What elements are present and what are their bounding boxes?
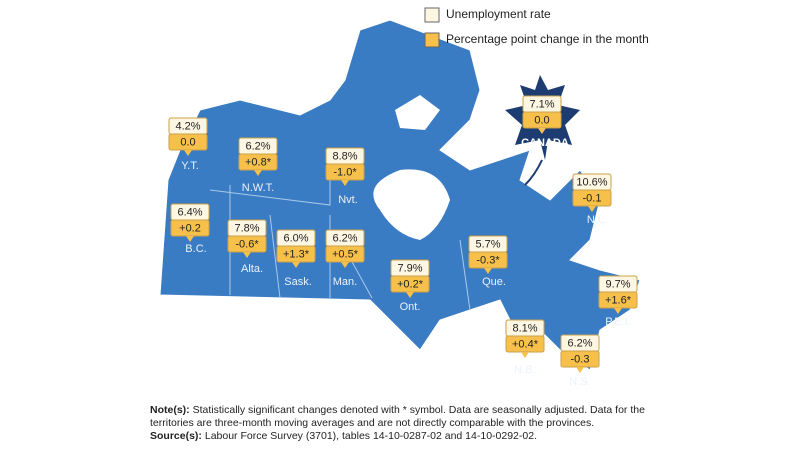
region-label: Que. bbox=[482, 276, 506, 288]
pointer bbox=[186, 236, 194, 242]
pointer bbox=[484, 268, 492, 274]
canada-shape bbox=[159, 19, 641, 371]
region-label: Y.T. bbox=[181, 160, 199, 172]
source-label: Source(s): bbox=[150, 430, 202, 442]
region-label: N.W.T. bbox=[242, 182, 274, 194]
region-label: B.C. bbox=[185, 243, 206, 255]
legend-swatch bbox=[424, 7, 440, 23]
legend-label: Unemployment rate bbox=[446, 7, 551, 21]
change: +1.6* bbox=[605, 294, 632, 306]
change: -0.6* bbox=[235, 238, 259, 250]
rate: 6.2% bbox=[567, 337, 592, 349]
change: -0.3 bbox=[571, 353, 590, 365]
rate: 10.6% bbox=[576, 176, 607, 188]
rate: 6.2% bbox=[332, 232, 357, 244]
pointer bbox=[184, 150, 192, 156]
change: +0.8* bbox=[245, 156, 272, 168]
pointer bbox=[576, 367, 584, 373]
rate: 7.8% bbox=[234, 222, 259, 234]
change: +0.5* bbox=[332, 248, 359, 260]
region-label: N.S. bbox=[569, 376, 590, 388]
change: +0.4* bbox=[512, 338, 539, 350]
legend-label: Percentage point change in the month bbox=[446, 32, 649, 46]
pointer bbox=[614, 308, 622, 314]
region-label: N.B. bbox=[514, 364, 535, 376]
rate: 6.0% bbox=[283, 232, 308, 244]
rate: 7.1% bbox=[529, 98, 554, 110]
pointer bbox=[292, 262, 300, 268]
change: +0.2 bbox=[179, 222, 201, 234]
region-label: N.L. bbox=[587, 214, 607, 226]
pointer bbox=[341, 262, 349, 268]
region-label: Ont. bbox=[400, 301, 421, 313]
notes: Note(s): Statistically significant chang… bbox=[150, 404, 650, 443]
pointer bbox=[588, 206, 596, 212]
change: 0.0 bbox=[180, 136, 195, 148]
canada-label: CANADA bbox=[521, 137, 569, 149]
rate: 5.7% bbox=[475, 238, 500, 250]
rate: 8.8% bbox=[332, 150, 357, 162]
rate: 7.9% bbox=[397, 262, 422, 274]
rate: 8.1% bbox=[512, 322, 537, 334]
map: Unemployment rate Percentage point chang… bbox=[159, 7, 649, 388]
pointer bbox=[521, 352, 529, 358]
note: Note(s): Statistically significant chang… bbox=[150, 404, 650, 430]
region-label: Alta. bbox=[241, 263, 263, 275]
pointer bbox=[406, 292, 414, 298]
change: -1.0* bbox=[333, 166, 357, 178]
region-label: Nvt. bbox=[338, 194, 358, 206]
pointer bbox=[243, 252, 251, 258]
note-label: Note(s): bbox=[150, 404, 190, 416]
note-text: Statistically significant changes denote… bbox=[150, 404, 645, 429]
source-text: Labour Force Survey (3701), tables 14-10… bbox=[204, 430, 537, 442]
region-label: Man. bbox=[333, 276, 357, 288]
pointer bbox=[341, 180, 349, 186]
rate: 9.7% bbox=[605, 278, 630, 290]
rate: 6.2% bbox=[245, 140, 270, 152]
region-label: P.E.I. bbox=[605, 316, 630, 328]
rate: 4.2% bbox=[175, 120, 200, 132]
legend-swatch bbox=[424, 32, 440, 48]
source: Source(s): Labour Force Survey (3701), t… bbox=[150, 430, 650, 443]
pointer bbox=[254, 170, 262, 176]
change: +1.3* bbox=[283, 248, 310, 260]
change: +0.2* bbox=[397, 278, 424, 290]
rate: 6.4% bbox=[177, 206, 202, 218]
change: 0.0 bbox=[534, 114, 549, 126]
change: -0.1 bbox=[583, 192, 602, 204]
change: -0.3* bbox=[476, 254, 500, 266]
pointer bbox=[538, 128, 546, 134]
region-label: Sask. bbox=[284, 276, 312, 288]
